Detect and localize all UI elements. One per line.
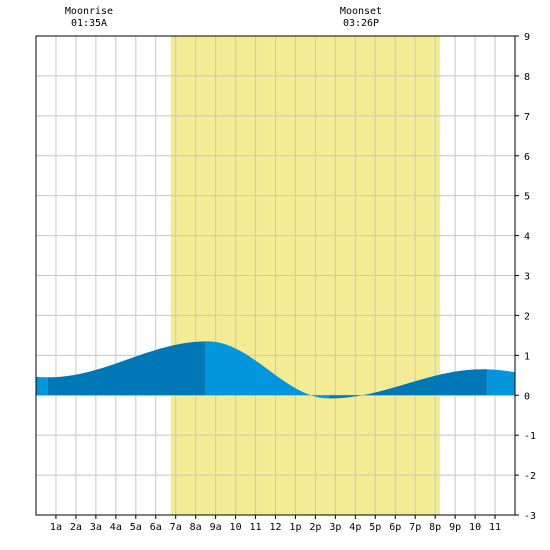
x-tick-label: 4a [110,522,122,533]
x-tick-label: 1a [50,522,62,533]
x-tick-label: 7a [170,522,182,533]
moonrise-label: Moonrise 01:35A [59,6,119,30]
x-tick-label: 2p [309,522,321,533]
y-tick-label: 2 [524,311,530,322]
y-tick-label: 0 [524,391,530,402]
x-tick-label: 3p [329,522,341,533]
y-tick-label: -3 [524,511,536,522]
x-tick-label: 5p [369,522,381,533]
x-tick-label: 12 [269,522,281,533]
y-tick-label: 6 [524,152,530,163]
tide-area-segment [329,369,488,399]
y-tick-label: 7 [524,112,530,123]
y-tick-label: 1 [524,351,530,362]
x-tick-label: 6a [150,522,162,533]
x-tick-label: 2a [70,522,82,533]
tide-area-segment [205,341,330,399]
y-tick-label: 9 [524,32,530,43]
x-tick-label: 11 [250,522,262,533]
moonset-title: Moonset [339,6,383,17]
y-tick-label: 3 [524,272,530,283]
y-tick-label: 4 [524,232,530,243]
tide-area-segment [47,341,206,396]
x-tick-label: 9p [449,522,461,533]
x-tick-label: 3a [90,522,102,533]
y-tick-label: -1 [524,431,536,442]
moonrise-time: 01:35A [70,18,108,29]
y-tick-label: -2 [524,471,536,482]
x-tick-label: 10 [230,522,242,533]
x-tick-label: 10 [469,522,481,533]
x-tick-label: 8a [190,522,202,533]
moonset-label: Moonset 03:26P [331,6,391,30]
x-tick-label: 9a [210,522,222,533]
x-tick-label: 8p [429,522,441,533]
y-tick-label: 5 [524,192,530,203]
tide-area-segment [36,376,48,396]
x-tick-label: 5a [130,522,142,533]
x-tick-label: 6p [389,522,401,533]
x-tick-label: 1p [289,522,301,533]
x-tick-label: 4p [349,522,361,533]
x-tick-label: 7p [409,522,421,533]
tide-area-segment [487,369,515,396]
y-tick-label: 8 [524,72,530,83]
moonrise-title: Moonrise [64,6,114,17]
x-tick-label: 11 [489,522,501,533]
moonset-time: 03:26P [342,18,380,29]
